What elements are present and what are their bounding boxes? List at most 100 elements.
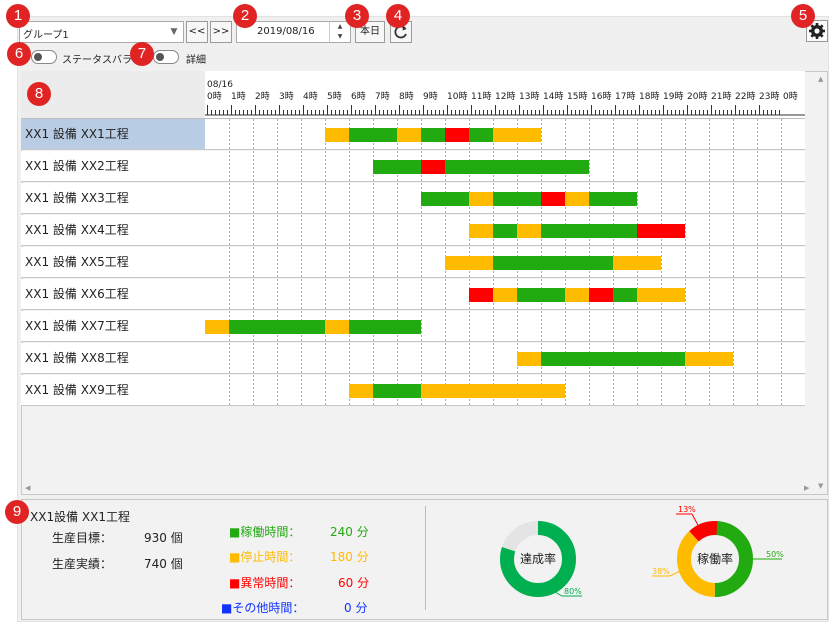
panel-divider xyxy=(425,506,426,610)
status-segment-run[interactable] xyxy=(349,320,421,334)
chevron-down-icon[interactable]: ▼ xyxy=(170,27,178,37)
status-segment-run[interactable] xyxy=(421,192,469,206)
status-segment-stop[interactable] xyxy=(349,384,373,398)
scroll-down-icon[interactable]: ▼ xyxy=(818,482,824,490)
status-segment-stop[interactable] xyxy=(445,256,493,270)
status-segment-error[interactable] xyxy=(589,288,613,302)
group-select[interactable]: グループ1 ▼ xyxy=(19,21,184,43)
status-segment-stop[interactable] xyxy=(613,256,661,270)
run-time-value: 240 分 xyxy=(330,525,369,539)
status-segment-run[interactable] xyxy=(469,128,493,142)
spin-up-icon[interactable]: ▲ xyxy=(337,23,343,30)
status-segment-run[interactable] xyxy=(541,352,685,366)
row-timeline[interactable] xyxy=(205,311,805,342)
status-segment-stop[interactable] xyxy=(493,128,541,142)
scroll-right-icon[interactable]: ▶ xyxy=(804,484,810,492)
status-segment-stop[interactable] xyxy=(469,192,493,206)
status-segment-stop[interactable] xyxy=(565,288,589,302)
status-segment-stop[interactable] xyxy=(397,128,421,142)
other-time-value: 0 分 xyxy=(344,601,368,615)
status-segment-stop[interactable] xyxy=(421,384,565,398)
marker-4: 4 xyxy=(386,4,410,28)
status-segment-run[interactable] xyxy=(229,320,325,334)
status-segment-stop[interactable] xyxy=(205,320,229,334)
slice-value-label: 13% xyxy=(678,505,696,514)
status-segment-stop[interactable] xyxy=(469,224,493,238)
row-name-cell[interactable]: XX1 設備 XX2工程 xyxy=(21,151,206,182)
row-timeline[interactable] xyxy=(205,279,805,310)
hour-tick-label: 14時 xyxy=(543,91,563,102)
next-day-button[interactable]: >> xyxy=(210,21,232,43)
scroll-left-icon[interactable]: ◀ xyxy=(25,484,31,492)
status-segment-stop[interactable] xyxy=(493,288,517,302)
hour-tick-label: 11時 xyxy=(471,91,491,102)
status-segment-stop[interactable] xyxy=(637,288,685,302)
status-segment-stop[interactable] xyxy=(325,320,349,334)
status-segment-run[interactable] xyxy=(589,192,637,206)
row-name-cell[interactable]: XX1 設備 XX8工程 xyxy=(21,343,206,374)
status-segment-stop[interactable] xyxy=(325,128,349,142)
status-segment-stop[interactable] xyxy=(685,352,733,366)
status-segment-run[interactable] xyxy=(541,224,637,238)
status-segment-error[interactable] xyxy=(541,192,565,206)
operation-rate-chart: 稼働率 50% 38% 13% xyxy=(652,505,784,597)
row-timeline[interactable] xyxy=(205,151,805,182)
status-segment-error[interactable] xyxy=(445,128,469,142)
row-timeline[interactable] xyxy=(205,183,805,214)
timeline-svg xyxy=(229,279,782,310)
status-segment-run[interactable] xyxy=(349,128,397,142)
timeline-svg xyxy=(229,343,782,374)
toggle-knob xyxy=(34,53,42,61)
hour-tick-label: 0時 xyxy=(207,91,222,102)
row-timeline[interactable] xyxy=(205,119,805,150)
status-segment-run[interactable] xyxy=(517,288,565,302)
target-label: 生産目標： xyxy=(52,531,113,545)
status-segment-run[interactable] xyxy=(613,288,637,302)
status-segment-error[interactable] xyxy=(637,224,685,238)
status-segment-run[interactable] xyxy=(445,160,589,174)
axis-date-label: 08/16 xyxy=(207,80,233,90)
hour-tick-label: 21時 xyxy=(711,91,731,102)
settings-button[interactable] xyxy=(806,20,828,42)
hour-tick-label: 15時 xyxy=(567,91,587,102)
status-segment-stop[interactable] xyxy=(517,224,541,238)
status-segment-run[interactable] xyxy=(493,224,517,238)
status-segment-run[interactable] xyxy=(373,160,421,174)
vertical-scrollbar[interactable]: ▲ ▼ xyxy=(815,72,827,494)
status-segment-stop[interactable] xyxy=(565,192,589,206)
detail-title: XX1設備 XX1工程 xyxy=(30,510,130,524)
status-segment-run[interactable] xyxy=(493,192,541,206)
detail-panel xyxy=(21,499,828,620)
row-name-cell[interactable]: XX1 設備 XX9工程 xyxy=(21,375,206,406)
marker-8: 8 xyxy=(27,82,51,106)
spin-down-icon[interactable]: ▼ xyxy=(337,33,343,40)
prev-day-button[interactable]: << xyxy=(186,21,208,43)
gantt-header-corner xyxy=(21,71,206,119)
row-timeline[interactable] xyxy=(205,343,805,374)
status-segment-error[interactable] xyxy=(421,160,445,174)
actual-label: 生産実績： xyxy=(52,557,113,571)
date-spinner[interactable]: ▲ ▼ xyxy=(329,22,350,42)
row-name-cell[interactable]: XX1 設備 XX1工程 xyxy=(21,119,206,150)
row-name-cell[interactable]: XX1 設備 XX4工程 xyxy=(21,215,206,246)
status-segment-stop[interactable] xyxy=(517,352,541,366)
status-segment-run[interactable] xyxy=(493,256,613,270)
row-name-cell[interactable]: XX1 設備 XX3工程 xyxy=(21,183,206,214)
row-name-cell[interactable]: XX1 設備 XX6工程 xyxy=(21,279,206,310)
row-name-cell[interactable]: XX1 設備 XX7工程 xyxy=(21,311,206,342)
row-timeline[interactable] xyxy=(205,375,805,406)
scroll-up-icon[interactable]: ▲ xyxy=(818,75,824,83)
status-segment-error[interactable] xyxy=(469,288,493,302)
horizontal-scrollbar[interactable]: ◀ ▶ xyxy=(22,483,814,494)
date-field[interactable]: 2019/08/16 ▲ ▼ xyxy=(236,21,351,43)
donut-title: 達成率 xyxy=(520,551,556,566)
donut-title: 稼働率 xyxy=(697,551,733,566)
status-segment-run[interactable] xyxy=(373,384,421,398)
detail-toggle[interactable] xyxy=(153,50,179,64)
row-timeline[interactable] xyxy=(205,247,805,278)
row-timeline[interactable] xyxy=(205,215,805,246)
status-bar-toggle[interactable] xyxy=(31,50,57,64)
slice-leader-line xyxy=(669,570,681,577)
status-segment-run[interactable] xyxy=(421,128,445,142)
row-name-cell[interactable]: XX1 設備 XX5工程 xyxy=(21,247,206,278)
